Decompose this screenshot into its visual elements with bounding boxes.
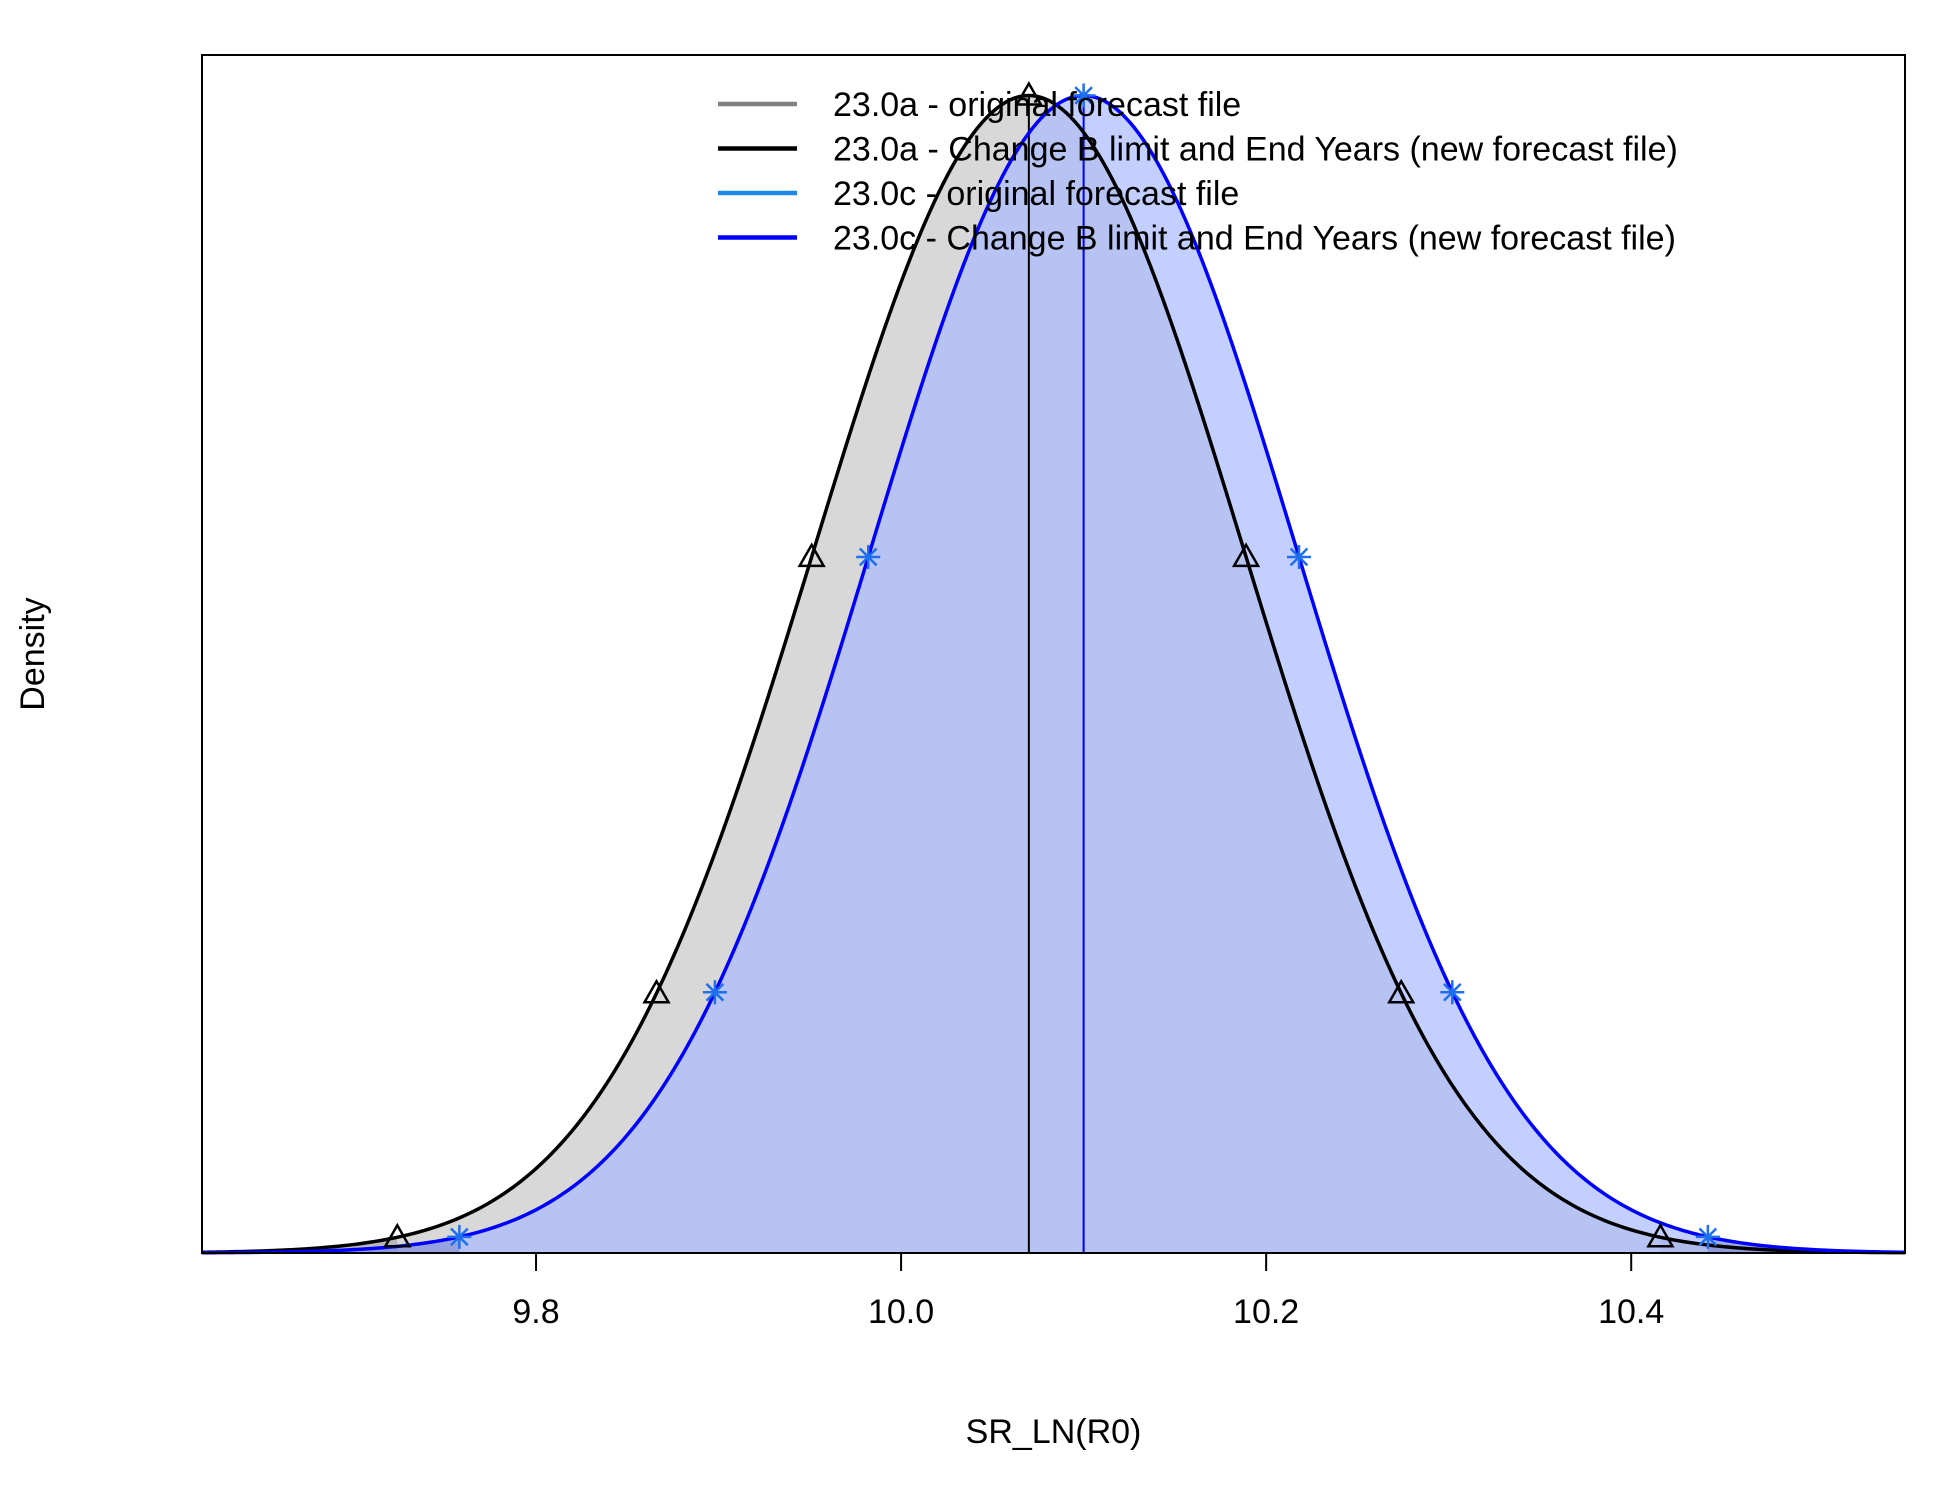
x-tick-label-3: 10.4: [1598, 1293, 1664, 1331]
series-1-marker-5: [1440, 980, 1465, 1005]
mean-lines: [1027, 95, 1085, 1253]
legend-label-3: 23.0c - Change B limit and End Years (ne…: [833, 220, 1676, 258]
x-axis-label: SR_LN(R0): [966, 1413, 1142, 1451]
x-axis: 9.8 10.0 10.2 10.4: [512, 1253, 1664, 1331]
series-0-marker-5: [1387, 978, 1416, 1004]
density-curves: [201, 93, 1906, 1255]
series-0-marker-4: [1231, 542, 1261, 568]
series-1-marker-0: [447, 1224, 472, 1249]
series-1-marker-4: [1287, 544, 1312, 569]
series-0-marker-3: [1014, 80, 1044, 106]
x-tick-label-0: 9.8: [512, 1293, 559, 1331]
legend-label-1: 23.0a - Change B limit and End Years (ne…: [833, 131, 1678, 169]
series-0-density-line: [201, 93, 1906, 1255]
series-1-marker-2: [856, 544, 881, 569]
y-axis-label: Density: [14, 597, 52, 710]
series-0-marker-2: [797, 542, 826, 568]
x-tick-label-2: 10.2: [1233, 1293, 1299, 1331]
legend-label-0: 23.0a - original forecast file: [833, 86, 1241, 124]
series-1-marker-6: [1695, 1224, 1720, 1249]
x-tick-label-1: 10.0: [868, 1293, 934, 1331]
series-1-marker-1: [702, 980, 727, 1005]
series-0-marker-1: [642, 978, 671, 1004]
quantile-markers: [383, 80, 1720, 1249]
series-0-marker-6: [1646, 1222, 1675, 1248]
plot-frame: [201, 54, 1906, 1254]
density-fills: [202, 95, 1905, 1253]
series-1-density-line: [201, 93, 1906, 1255]
legend: 23.0a - original forecast file 23.0a - Ch…: [718, 86, 1678, 258]
series-1-marker-3: [1071, 83, 1096, 108]
series-0-marker-0: [383, 1222, 412, 1248]
legend-label-2: 23.0c - original forecast file: [833, 175, 1239, 213]
series-1-left-tail-fill: [202, 1236, 460, 1253]
